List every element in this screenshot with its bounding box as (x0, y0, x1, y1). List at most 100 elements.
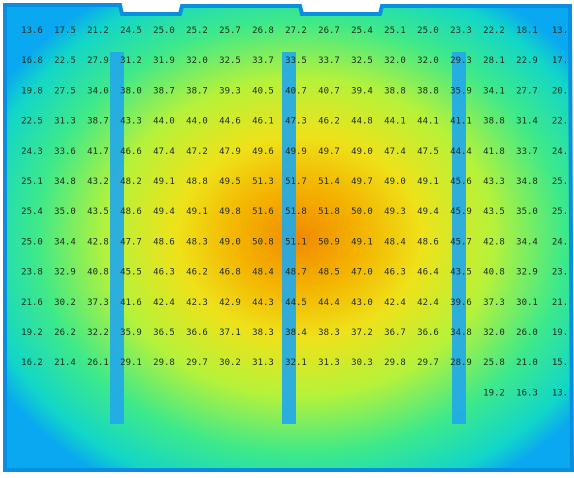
cell-value: 35.9 (450, 86, 472, 96)
cell-value: 50.0 (351, 207, 373, 217)
cell-value: 44.8 (351, 117, 373, 127)
cell-value: 34.4 (54, 237, 76, 247)
cell-value: 49.3 (384, 207, 406, 217)
cell-value: 39.3 (219, 86, 241, 96)
cell-value: 13. (552, 388, 568, 398)
cell-value: 38.8 (483, 117, 505, 127)
cell-value: 42.4 (384, 298, 406, 308)
cell-value: 30.2 (54, 298, 76, 308)
cell-value: 46.2 (318, 117, 340, 127)
cell-value: 23.3 (450, 26, 472, 36)
cell-value: 34.8 (516, 177, 538, 187)
cell-value: 27.5 (54, 86, 76, 96)
cell-value: 44.6 (219, 117, 241, 127)
cell-value: 21.2 (87, 26, 109, 36)
cell-value: 32.9 (516, 268, 538, 278)
cell-value: 17. (552, 56, 568, 66)
cell-value: 25.0 (153, 26, 175, 36)
cell-value: 46.1 (252, 117, 274, 127)
cell-value: 31.3 (54, 117, 76, 127)
cell-value: 37.2 (351, 328, 373, 338)
cell-value: 42.4 (153, 298, 175, 308)
cell-value: 27.2 (285, 26, 307, 36)
cell-value: 46.3 (153, 268, 175, 278)
cell-value: 47.9 (219, 147, 241, 157)
cell-value: 45.7 (450, 237, 472, 247)
cell-value: 30.2 (219, 358, 241, 368)
cell-value: 48.4 (252, 268, 274, 278)
cell-value: 42.9 (219, 298, 241, 308)
cell-value: 19.8 (21, 86, 43, 96)
cell-value: 22.9 (516, 56, 538, 66)
cell-value: 43.0 (351, 298, 373, 308)
cell-value: 44.4 (450, 147, 472, 157)
cell-value: 36.7 (384, 328, 406, 338)
cell-value: 40.8 (87, 268, 109, 278)
cell-value: 42.8 (87, 237, 109, 247)
cell-value: 49.1 (186, 207, 208, 217)
cell-value: 38.0 (120, 86, 142, 96)
cell-value: 44.1 (417, 117, 439, 127)
cell-value: 31.3 (252, 358, 274, 368)
cell-value: 39.4 (351, 86, 373, 96)
cell-value: 44.0 (153, 117, 175, 127)
cell-value: 35.0 (516, 207, 538, 217)
cell-value: 15. (552, 358, 568, 368)
cell-value: 46.6 (120, 147, 142, 157)
cell-value: 35.0 (54, 207, 76, 217)
cell-value: 32.5 (219, 56, 241, 66)
cell-value: 49.0 (351, 147, 373, 157)
cell-value: 44.0 (186, 117, 208, 127)
cell-value: 24.3 (21, 147, 43, 157)
cell-value: 41.7 (87, 147, 109, 157)
cell-value: 38.7 (87, 117, 109, 127)
cell-value: 38.7 (153, 86, 175, 96)
cell-value: 41.1 (450, 117, 472, 127)
cell-value: 33.7 (252, 56, 274, 66)
cell-value: 25. (552, 177, 568, 187)
cell-value: 42.3 (186, 298, 208, 308)
cell-value: 32.0 (483, 328, 505, 338)
cell-value: 46.3 (384, 268, 406, 278)
cell-value: 26.2 (54, 328, 76, 338)
cell-value: 25.0 (21, 237, 43, 247)
cell-value: 23. (552, 268, 568, 278)
cell-value: 49.8 (219, 207, 241, 217)
cell-value: 32.1 (285, 358, 307, 368)
cell-value: 35.9 (120, 328, 142, 338)
cell-value: 38.7 (186, 86, 208, 96)
cell-value: 24.5 (120, 26, 142, 36)
cell-value: 51.7 (285, 177, 307, 187)
cell-value: 43.5 (450, 268, 472, 278)
cell-value: 22.5 (54, 56, 76, 66)
cell-value: 16.3 (516, 388, 538, 398)
cell-value: 25.4 (351, 26, 373, 36)
cell-value: 38.8 (417, 86, 439, 96)
cell-value: 44.4 (318, 298, 340, 308)
cell-value: 30.1 (516, 298, 538, 308)
cell-value: 49.1 (417, 177, 439, 187)
cell-value: 47.0 (351, 268, 373, 278)
cell-value: 49.4 (417, 207, 439, 217)
cell-value: 43.3 (483, 177, 505, 187)
cell-value: 41.8 (483, 147, 505, 157)
cell-value: 32.9 (54, 268, 76, 278)
cell-value: 38.8 (384, 86, 406, 96)
cell-value: 21.6 (21, 298, 43, 308)
cell-value: 33.6 (54, 147, 76, 157)
cell-value: 31.4 (516, 117, 538, 127)
cell-value: 32.2 (87, 328, 109, 338)
cell-value: 47.3 (285, 117, 307, 127)
cell-value: 29.7 (186, 358, 208, 368)
cell-value: 26.0 (516, 328, 538, 338)
cell-value: 30.3 (351, 358, 373, 368)
cell-value: 33.7 (318, 56, 340, 66)
cell-value: 34.8 (54, 177, 76, 187)
cell-value: 51.1 (285, 237, 307, 247)
cell-value: 50.9 (318, 237, 340, 247)
cell-value: 43.3 (120, 117, 142, 127)
cell-value: 13. (552, 26, 568, 36)
cell-value: 22. (552, 117, 568, 127)
cell-value: 13.6 (21, 26, 43, 36)
